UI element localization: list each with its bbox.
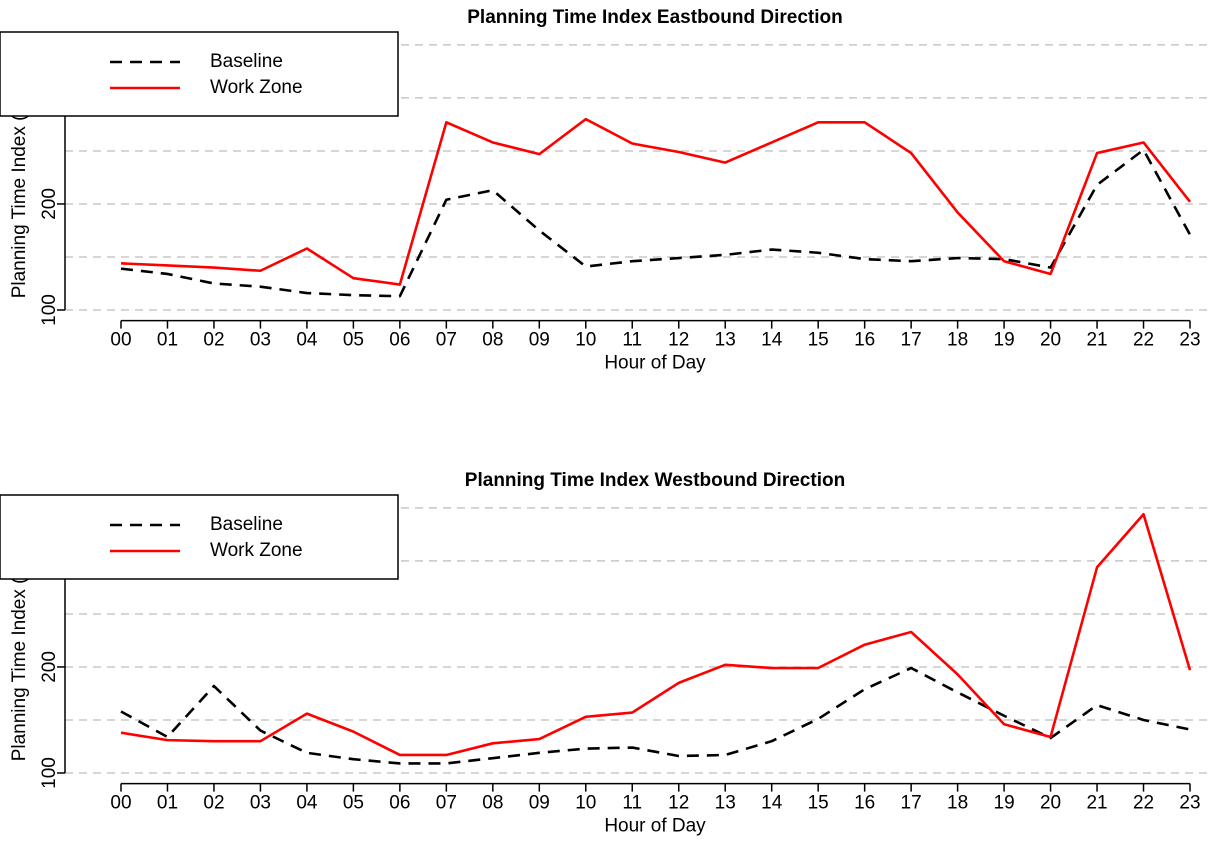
- x-tick-label: 09: [529, 793, 550, 814]
- y-tick-label: 100: [39, 757, 60, 789]
- x-tick-label: 08: [482, 793, 503, 814]
- x-tick-label: 07: [436, 793, 457, 814]
- legend-label: Work Zone: [210, 540, 303, 561]
- x-tick-label: 05: [343, 330, 364, 351]
- legend-label: Baseline: [210, 51, 283, 72]
- x-tick-label: 04: [296, 330, 318, 351]
- x-tick-label: 19: [994, 793, 1015, 814]
- x-tick-label: 14: [761, 330, 783, 351]
- x-tick-label: 21: [1086, 793, 1107, 814]
- x-tick-label: 01: [157, 330, 178, 351]
- x-tick-label: 03: [250, 330, 271, 351]
- y-axis-label: Planning Time Index (%): [9, 554, 30, 761]
- x-tick-label: 20: [1040, 793, 1061, 814]
- y-axis-label: Planning Time Index (%): [9, 91, 30, 298]
- chart-title: Planning Time Index Eastbound Direction: [467, 7, 842, 28]
- x-tick-label: 18: [947, 793, 968, 814]
- x-axis-label: Hour of Day: [604, 353, 706, 374]
- x-tick-label: 03: [250, 793, 271, 814]
- series-line: [120, 666, 1191, 765]
- x-tick-label: 15: [808, 793, 829, 814]
- x-tick-label: 08: [482, 330, 503, 351]
- legend-label: Work Zone: [210, 77, 303, 98]
- x-tick-label: 01: [157, 793, 178, 814]
- x-tick-label: 07: [436, 330, 457, 351]
- legend-label: Baseline: [210, 514, 283, 535]
- x-tick-label: 15: [808, 330, 829, 351]
- series-line: [120, 148, 1192, 298]
- chart-title: Planning Time Index Westbound Direction: [465, 470, 845, 491]
- x-tick-label: 16: [854, 793, 875, 814]
- x-tick-label: 22: [1133, 330, 1154, 351]
- y-tick-label: 100: [39, 294, 60, 326]
- x-tick-label: 18: [947, 330, 968, 351]
- x-tick-label: 23: [1179, 793, 1200, 814]
- x-tick-label: 12: [668, 793, 689, 814]
- legend-box: [0, 494, 399, 580]
- x-tick-label: 11: [622, 330, 642, 351]
- legend-box: [0, 31, 399, 117]
- x-tick-label: 09: [529, 330, 550, 351]
- x-tick-label: 00: [110, 793, 131, 814]
- x-tick-label: 19: [994, 330, 1015, 351]
- x-tick-label: 20: [1040, 330, 1061, 351]
- y-tick-label: 200: [39, 188, 60, 220]
- x-tick-label: 17: [901, 330, 922, 351]
- x-tick-label: 12: [668, 330, 689, 351]
- series-line: [120, 512, 1192, 757]
- x-tick-label: 17: [901, 793, 922, 814]
- x-tick-label: 11: [622, 793, 642, 814]
- x-tick-label: 10: [575, 330, 596, 351]
- x-tick-label: 13: [715, 793, 736, 814]
- x-axis-label: Hour of Day: [604, 816, 706, 837]
- y-tick-label: 200: [39, 651, 60, 683]
- x-tick-label: 10: [575, 793, 596, 814]
- x-tick-label: 02: [203, 330, 224, 351]
- x-tick-label: 13: [715, 330, 736, 351]
- series-line: [120, 117, 1192, 286]
- x-tick-label: 00: [110, 330, 131, 351]
- x-tick-label: 02: [203, 793, 224, 814]
- x-tick-label: 06: [389, 793, 410, 814]
- x-tick-label: 21: [1086, 330, 1107, 351]
- x-tick-label: 23: [1179, 330, 1200, 351]
- x-tick-label: 14: [761, 793, 783, 814]
- x-tick-label: 16: [854, 330, 875, 351]
- x-tick-label: 22: [1133, 793, 1154, 814]
- x-tick-label: 04: [296, 793, 318, 814]
- x-tick-label: 05: [343, 793, 364, 814]
- x-tick-label: 06: [389, 330, 410, 351]
